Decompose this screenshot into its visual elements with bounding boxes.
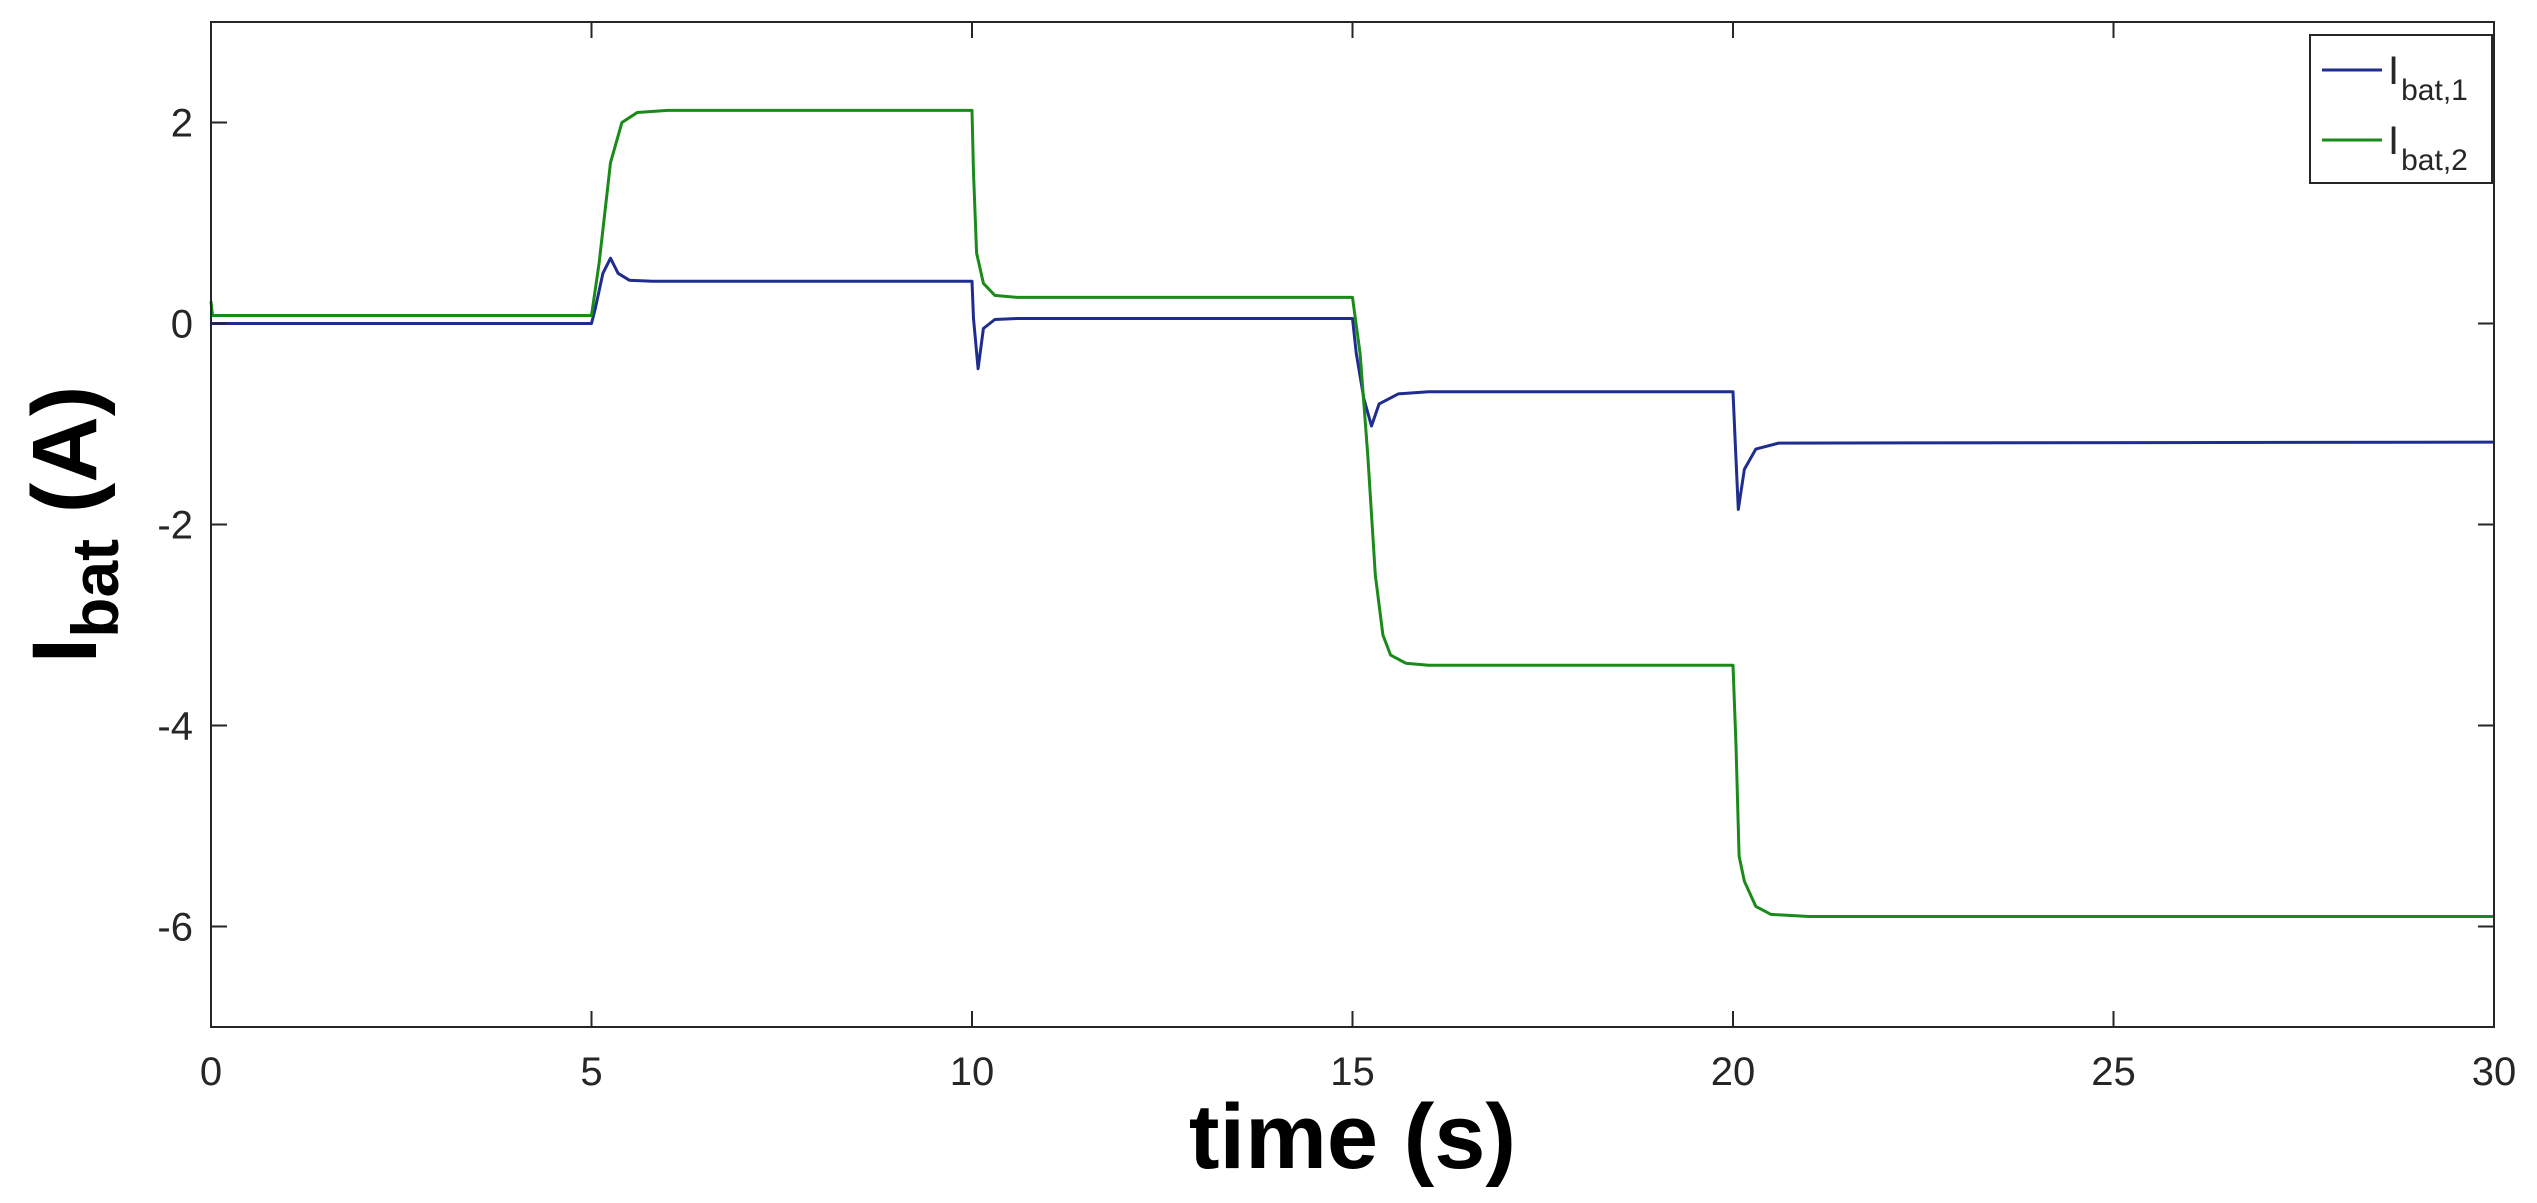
x-axis-title: time (s)	[1189, 1086, 1516, 1188]
y-tick-label: -4	[157, 705, 193, 749]
y-tick-label: -2	[157, 504, 193, 548]
legend-label-subscript: bat,1	[2401, 74, 2468, 107]
x-tick-label: 30	[2472, 1050, 2517, 1094]
y-axis-title-text: Ibat (A)	[14, 386, 132, 664]
series-line-2	[209, 108, 2494, 918]
series-layer	[209, 108, 2495, 918]
legend-label-main: I	[2388, 119, 2399, 163]
legend-label-1: Ibat,1	[2388, 49, 2468, 107]
legend-box	[2309, 34, 2493, 184]
x-tick-label: 10	[950, 1050, 995, 1094]
x-tick-label: 5	[580, 1050, 602, 1094]
y-axis-title-unit: (A)	[14, 386, 116, 539]
y-axis-title-main: I	[14, 638, 116, 664]
y-tick-label: -6	[157, 906, 193, 950]
legend-label-subscript: bat,2	[2401, 144, 2468, 177]
x-tick-label: 20	[1711, 1050, 1756, 1094]
y-tick-label: 2	[171, 102, 193, 146]
x-tick-label: 25	[2091, 1050, 2136, 1094]
y-tick-label: 0	[171, 303, 193, 347]
y-axis-title: Ibat (A)	[14, 386, 132, 664]
series-line-1	[211, 256, 2495, 511]
x-tick-label: 0	[200, 1050, 222, 1094]
legend-label-2: Ibat,2	[2388, 119, 2468, 177]
y-axis-title-subscript: bat	[58, 539, 132, 638]
legend-label-main: I	[2388, 49, 2399, 93]
x-tick-label: 15	[1330, 1050, 1375, 1094]
